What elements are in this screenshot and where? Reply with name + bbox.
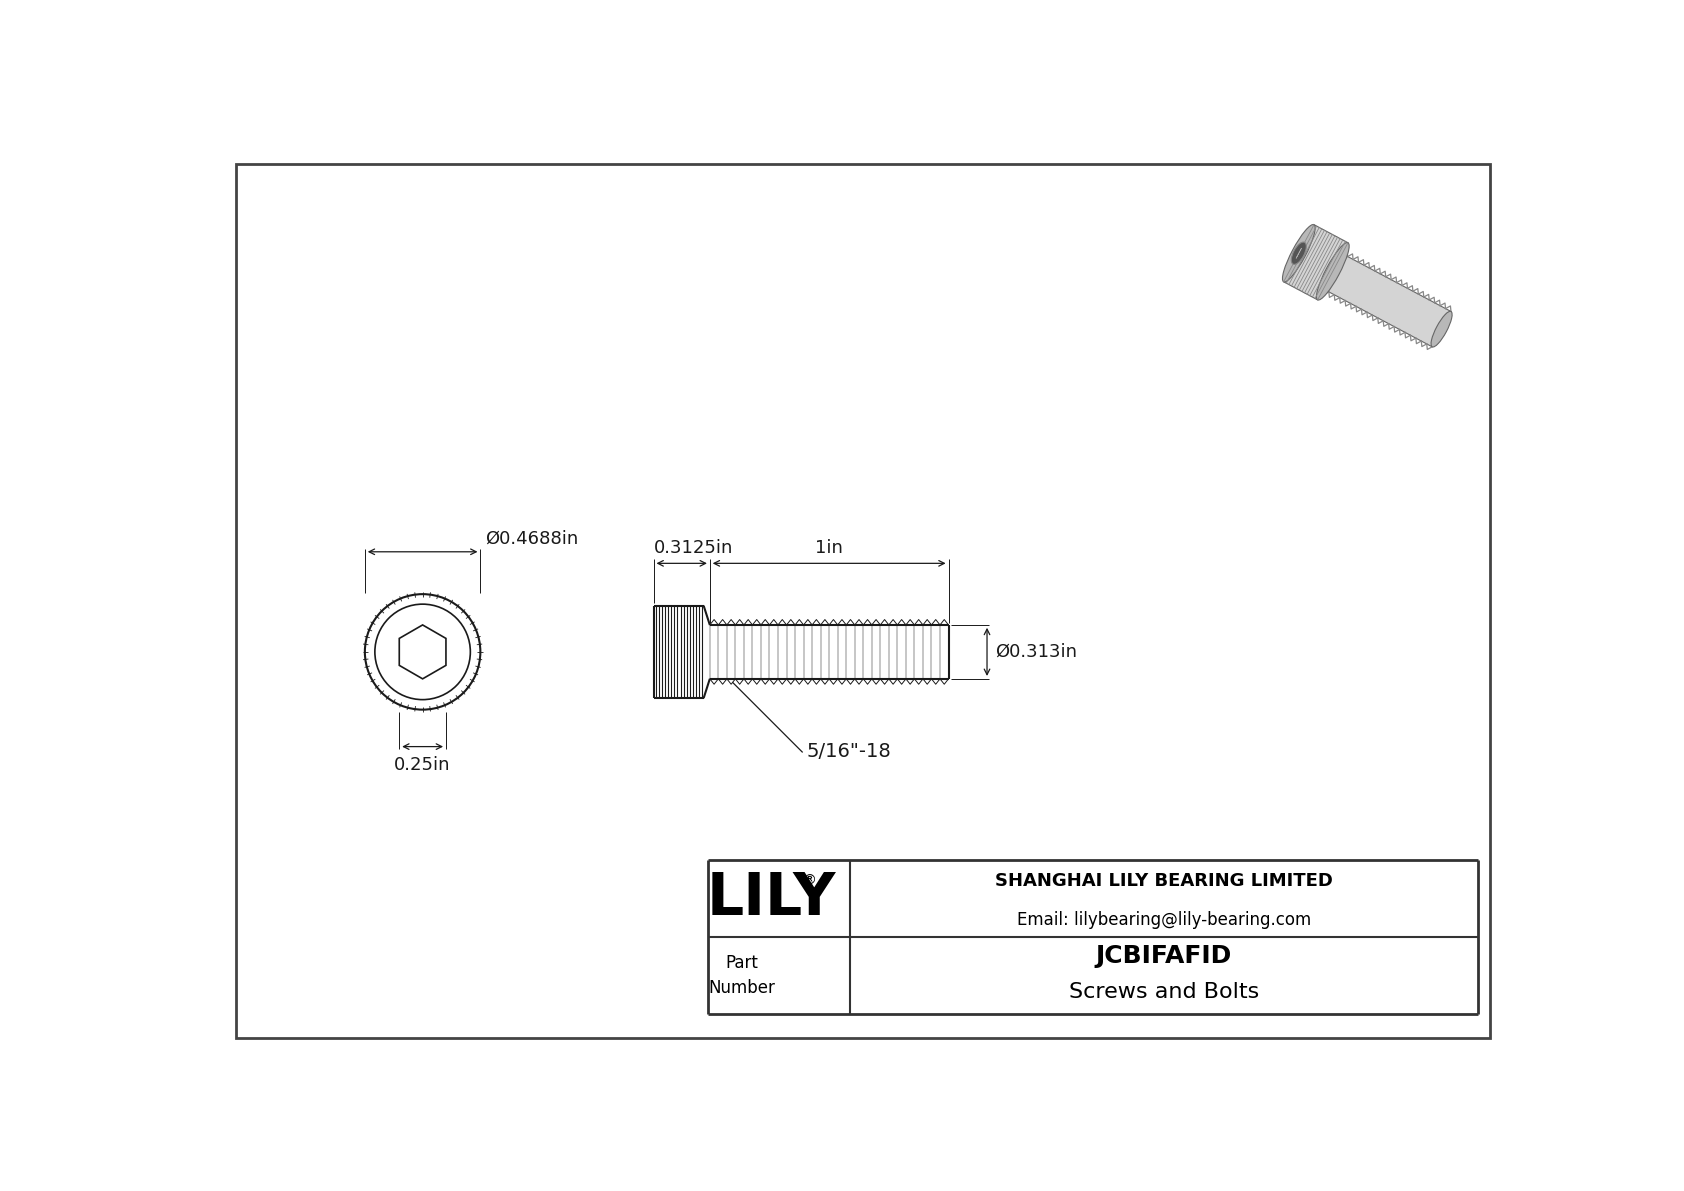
Text: Email: lilybearing@lily-bearing.com: Email: lilybearing@lily-bearing.com bbox=[1017, 911, 1310, 929]
Text: 0.25in: 0.25in bbox=[394, 756, 451, 774]
Ellipse shape bbox=[1292, 242, 1307, 264]
Text: 1in: 1in bbox=[815, 540, 844, 557]
Ellipse shape bbox=[1317, 243, 1349, 300]
Text: JCBIFAFID: JCBIFAFID bbox=[1096, 944, 1233, 968]
Polygon shape bbox=[1297, 248, 1302, 258]
Text: SHANGHAI LILY BEARING LIMITED: SHANGHAI LILY BEARING LIMITED bbox=[995, 872, 1332, 891]
Text: Screws and Bolts: Screws and Bolts bbox=[1069, 983, 1260, 1003]
Text: ®: ® bbox=[802, 874, 815, 888]
Ellipse shape bbox=[1283, 224, 1315, 282]
Ellipse shape bbox=[1431, 311, 1452, 347]
Text: Ø0.313in: Ø0.313in bbox=[995, 643, 1076, 661]
Text: 5/16"-18: 5/16"-18 bbox=[807, 742, 891, 761]
Text: Ø0.4688in: Ø0.4688in bbox=[485, 529, 578, 547]
Polygon shape bbox=[1283, 225, 1347, 300]
Polygon shape bbox=[1324, 254, 1452, 347]
Text: Part
Number: Part Number bbox=[709, 954, 776, 997]
Text: 0.3125in: 0.3125in bbox=[653, 540, 733, 557]
Text: LILY: LILY bbox=[706, 869, 835, 927]
